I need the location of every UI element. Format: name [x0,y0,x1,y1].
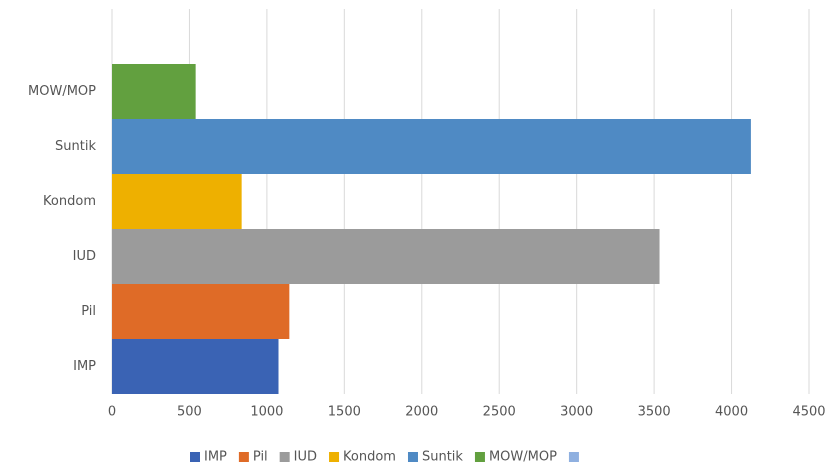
x-tick-label: 4000 [715,405,748,420]
legend-label: MOW/MOP [489,450,557,465]
bar [112,339,279,394]
bar [112,284,290,339]
bar [112,64,196,119]
legend-label: IUD [294,450,317,465]
y-tick-label: Pil [81,304,96,319]
bar [112,174,242,229]
legend-label: Pil [253,450,268,465]
legend-label: Kondom [343,450,396,465]
x-tick-label: 4500 [792,405,825,420]
legend-swatch [407,452,418,462]
y-tick-label: Suntik [55,139,96,154]
x-tick-label: 0 [108,405,116,420]
bar [112,229,660,284]
y-tick-label: Kondom [43,194,96,209]
x-tick-label: 1000 [250,405,283,420]
legend-label: Suntik [422,450,463,465]
legend-swatch [279,452,290,462]
x-tick-label: 2500 [483,405,516,420]
y-tick-label: IMP [73,359,96,374]
legend-swatch [474,452,485,462]
x-tick-label: 2000 [405,405,438,420]
legend-swatch [568,452,579,462]
legend-label: IMP [204,450,227,465]
legend-swatch [329,452,340,462]
legend-swatch [190,452,200,462]
x-tick-label: 3000 [560,405,593,420]
legend-swatch [238,452,249,462]
y-tick-label: MOW/MOP [28,84,96,99]
x-tick-label: 1500 [328,405,361,420]
x-tick-label: 500 [177,405,202,420]
bar [112,119,751,174]
y-tick-label: IUD [73,249,96,264]
x-tick-label: 3500 [638,405,671,420]
